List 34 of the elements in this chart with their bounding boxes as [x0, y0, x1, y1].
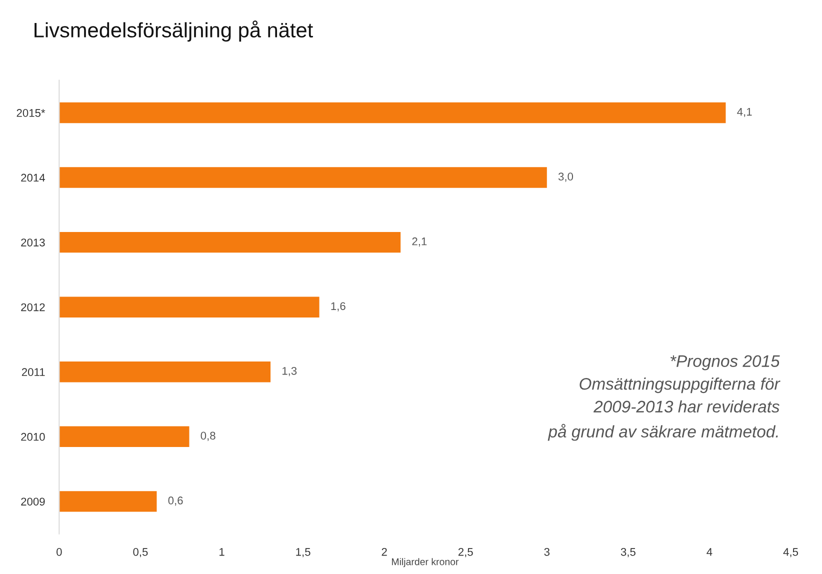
y-tick-label: 2012: [21, 303, 45, 312]
x-tick-label: 1: [220, 548, 224, 556]
data-label: 0,8: [200, 432, 216, 441]
x-axis-title: Miljarder kronor: [392, 558, 459, 568]
bar: [59, 491, 157, 512]
x-tick-label: 2: [382, 548, 387, 556]
annotation: *Prognos 2015 Omsättningsuppgifterna för 2009-2013 har reviderats på grund av säkrare mätmetod.: [548, 355, 780, 441]
bar: [59, 102, 726, 124]
data-label: 1,6: [331, 302, 346, 312]
y-tick-label: 2011: [22, 368, 45, 376]
x-tick-label: 3: [544, 548, 550, 556]
x-tick-label: 0: [56, 548, 62, 556]
data-label: 0,6: [168, 496, 183, 506]
y-tick-label: 2010: [21, 432, 45, 441]
data-label: 3,0: [558, 172, 574, 182]
x-tick-label: 0,5: [133, 548, 148, 558]
y-tick-label: 2015*: [16, 109, 46, 117]
data-label: 4,1: [737, 108, 752, 118]
bar: [59, 232, 401, 253]
x-tick-label: 4,5: [783, 548, 798, 558]
chart-title: Livsmedelsförsäljning på nätet: [34, 20, 313, 42]
x-tick-label: 4: [706, 548, 712, 556]
data-label: 1,3: [282, 366, 297, 376]
y-tick-label: 2009: [21, 498, 45, 506]
y-tick-label: 2013: [21, 238, 45, 246]
data-label: 2,1: [412, 237, 427, 247]
x-tick-label: 3,5: [620, 548, 636, 558]
bar: [59, 362, 271, 382]
y-tick-label: 2014: [21, 174, 45, 182]
bar: [59, 426, 190, 448]
bar: [59, 167, 547, 188]
bar: [59, 296, 320, 318]
x-tick-label: 2,5: [458, 548, 473, 558]
x-tick-label: 1,5: [296, 548, 310, 558]
